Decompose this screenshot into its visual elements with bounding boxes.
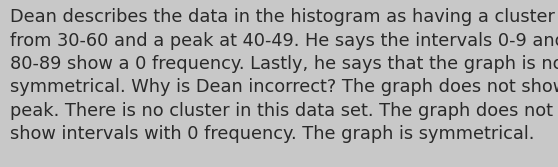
Text: Dean describes the data in the histogram as having a cluster
from 30-60 and a pe: Dean describes the data in the histogram… [10, 8, 558, 143]
